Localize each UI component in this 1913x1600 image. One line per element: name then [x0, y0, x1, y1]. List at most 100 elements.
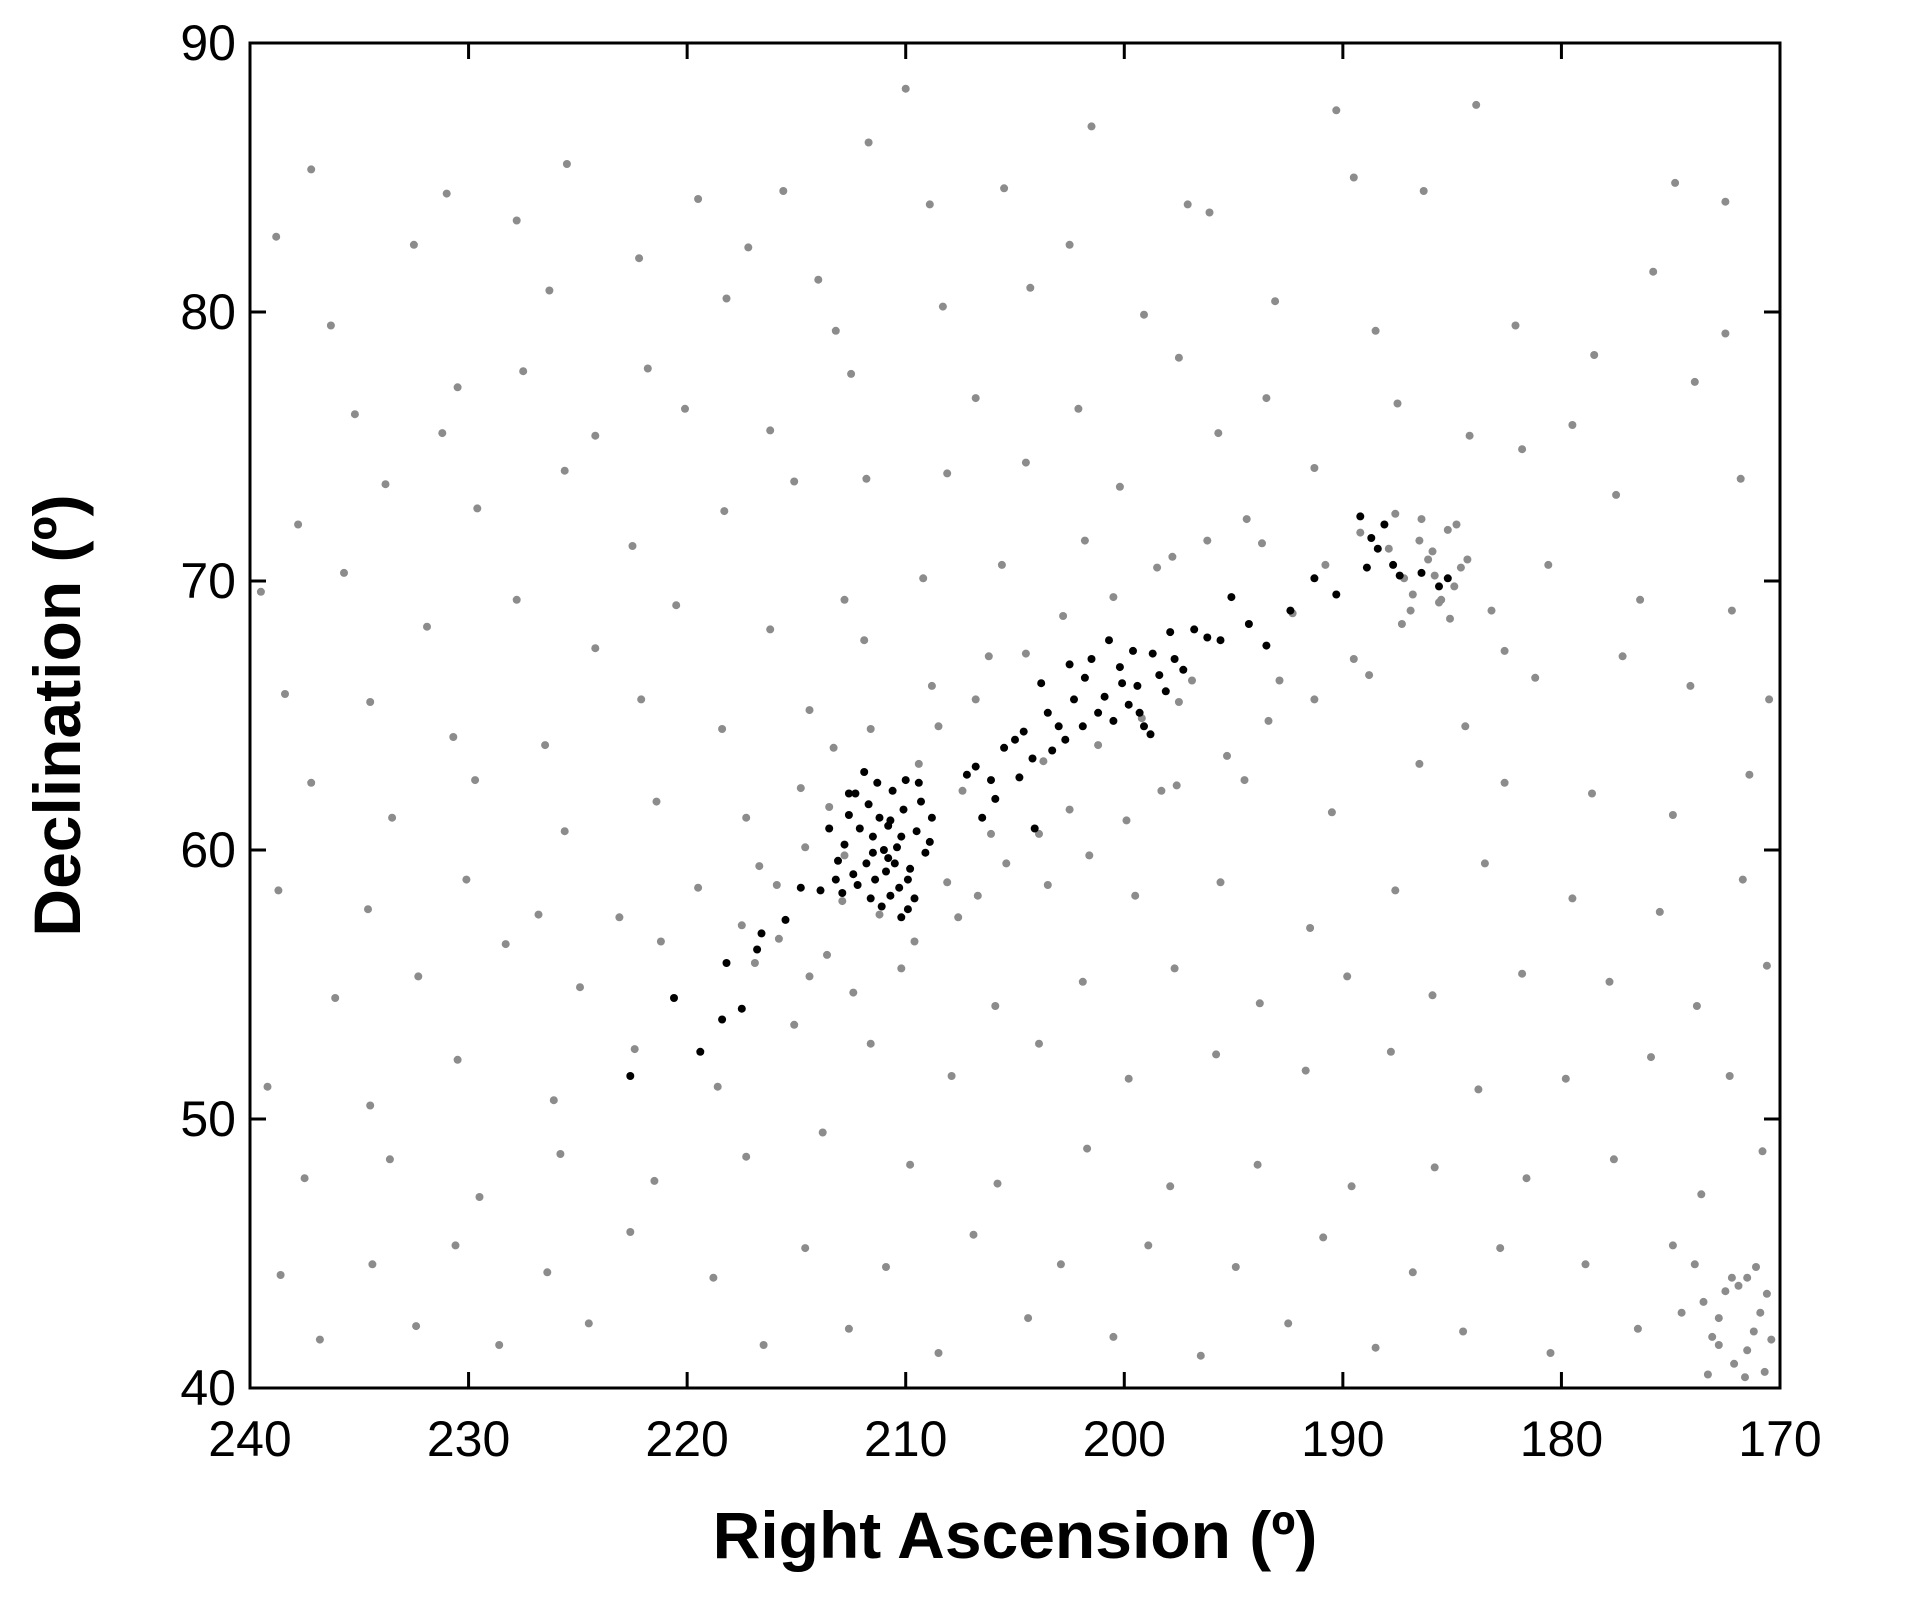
data-point	[1078, 722, 1087, 731]
data-point	[805, 706, 814, 715]
x-tick-label: 230	[427, 1411, 510, 1467]
data-point	[1386, 1047, 1395, 1056]
data-point	[652, 797, 661, 806]
data-point	[853, 881, 862, 889]
data-point	[1011, 735, 1019, 744]
data-point	[1135, 708, 1144, 717]
data-point	[630, 1045, 639, 1054]
data-point	[1035, 829, 1043, 838]
data-point	[969, 1230, 978, 1239]
data-point	[1649, 267, 1658, 276]
data-point	[849, 870, 858, 879]
data-point	[1080, 673, 1089, 682]
data-point	[851, 789, 860, 798]
data-point	[656, 937, 665, 946]
data-point	[1738, 875, 1747, 884]
x-tick-label: 210	[864, 1411, 947, 1467]
data-point	[801, 843, 810, 852]
data-point	[1231, 1263, 1240, 1271]
data-point	[897, 913, 906, 922]
data-point	[1021, 649, 1030, 658]
data-point	[1474, 1085, 1483, 1094]
data-point	[882, 867, 890, 876]
data-point	[766, 426, 775, 435]
data-point	[534, 910, 543, 919]
data-point	[1450, 582, 1459, 591]
data-point	[888, 786, 897, 795]
series-0	[256, 84, 1776, 1382]
data-point	[1196, 1351, 1205, 1360]
data-point	[1714, 1314, 1723, 1323]
data-point	[962, 770, 971, 779]
data-point	[1568, 894, 1577, 903]
data-point	[718, 1015, 727, 1024]
data-point	[825, 803, 834, 811]
data-point	[755, 862, 764, 871]
x-tick-label: 170	[1738, 1411, 1821, 1467]
data-point	[844, 1324, 853, 1333]
data-point	[1581, 1260, 1590, 1269]
data-point	[718, 725, 727, 733]
data-point	[866, 725, 875, 733]
data-point	[1389, 560, 1398, 569]
data-point	[473, 504, 482, 513]
data-point	[388, 813, 397, 822]
data-point	[1155, 671, 1164, 680]
data-point	[1115, 663, 1124, 672]
data-point	[823, 950, 831, 959]
data-point	[1415, 536, 1424, 545]
data-point	[549, 1096, 558, 1105]
data-point	[1487, 606, 1496, 615]
data-point	[1000, 743, 1009, 752]
data-point	[1371, 326, 1380, 335]
data-point	[1356, 512, 1365, 521]
data-point	[1021, 458, 1030, 467]
data-point	[1762, 961, 1771, 970]
data-point	[910, 894, 919, 903]
data-point	[840, 840, 849, 849]
data-point	[1070, 695, 1078, 704]
data-point	[860, 768, 869, 776]
data-point	[1109, 593, 1118, 602]
data-point	[757, 929, 766, 938]
data-point	[1459, 1327, 1468, 1336]
data-point	[519, 367, 528, 376]
data-point	[890, 859, 899, 868]
data-point	[1166, 628, 1175, 637]
data-point	[1692, 1002, 1701, 1010]
data-point	[873, 778, 882, 787]
data-point	[1590, 351, 1599, 359]
data-point	[366, 698, 375, 706]
data-point	[895, 883, 904, 892]
data-point	[1435, 582, 1443, 591]
data-point	[903, 905, 912, 914]
data-point	[838, 889, 847, 897]
data-point	[1546, 1349, 1555, 1357]
data-point	[1588, 789, 1596, 798]
data-point	[1371, 1343, 1380, 1352]
data-point	[1356, 528, 1365, 537]
data-point	[1319, 1233, 1328, 1242]
data-point	[475, 1193, 484, 1201]
data-point	[1636, 595, 1645, 604]
data-point	[560, 466, 569, 475]
data-point	[1461, 722, 1470, 731]
data-point	[868, 832, 877, 841]
data-point	[866, 1039, 875, 1048]
data-point	[893, 843, 901, 852]
data-point	[879, 846, 888, 854]
y-tick-label: 80	[180, 284, 236, 340]
data-point	[910, 937, 919, 946]
data-point	[875, 813, 884, 822]
data-point	[1714, 1341, 1723, 1349]
data-point	[1275, 676, 1284, 685]
data-point	[772, 881, 781, 889]
data-point	[414, 972, 423, 981]
data-point	[1170, 964, 1179, 973]
data-point	[825, 824, 834, 833]
data-point	[720, 507, 729, 516]
data-point	[1109, 1332, 1118, 1341]
data-point	[1124, 1074, 1133, 1083]
data-point	[1633, 1324, 1642, 1333]
data-point	[1085, 851, 1094, 860]
